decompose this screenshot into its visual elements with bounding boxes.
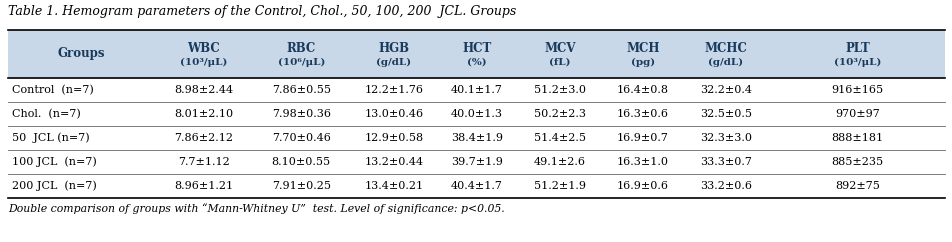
Text: 7.98±0.36: 7.98±0.36 [271, 109, 330, 119]
Text: 40.0±1.3: 40.0±1.3 [450, 109, 503, 119]
Text: (10⁶/μL): (10⁶/μL) [277, 57, 325, 67]
Text: WBC: WBC [188, 41, 220, 54]
Text: 38.4±1.9: 38.4±1.9 [450, 133, 503, 143]
Text: 32.5±0.5: 32.5±0.5 [699, 109, 751, 119]
Text: 970±97: 970±97 [834, 109, 879, 119]
Text: 7.86±2.12: 7.86±2.12 [174, 133, 233, 143]
Text: 13.0±0.46: 13.0±0.46 [364, 109, 423, 119]
Text: (%): (%) [466, 58, 486, 67]
Text: 888±181: 888±181 [830, 133, 883, 143]
Text: 49.1±2.6: 49.1±2.6 [533, 157, 585, 167]
Text: (g/dL): (g/dL) [376, 57, 411, 67]
Text: 51.2±1.9: 51.2±1.9 [533, 181, 585, 191]
Text: Chol.  (n=7): Chol. (n=7) [12, 109, 81, 119]
Text: 100 JCL  (n=7): 100 JCL (n=7) [12, 157, 97, 167]
Text: 40.1±1.7: 40.1±1.7 [450, 85, 503, 95]
Text: 7.86±0.55: 7.86±0.55 [271, 85, 330, 95]
Text: 200 JCL  (n=7): 200 JCL (n=7) [12, 181, 97, 191]
Text: 33.2±0.6: 33.2±0.6 [699, 181, 751, 191]
Text: 885±235: 885±235 [830, 157, 883, 167]
Text: 7.91±0.25: 7.91±0.25 [271, 181, 330, 191]
Text: Double comparison of groups with “Mann-Whitney U”  test. Level of significance: : Double comparison of groups with “Mann-W… [8, 203, 505, 214]
Text: MCH: MCH [625, 41, 659, 54]
Text: 50  JCL (n=7): 50 JCL (n=7) [12, 133, 89, 143]
Text: MCHC: MCHC [704, 41, 746, 54]
Text: 50.2±2.3: 50.2±2.3 [533, 109, 585, 119]
Text: (10³/μL): (10³/μL) [833, 57, 881, 67]
Text: 32.2±0.4: 32.2±0.4 [699, 85, 751, 95]
Text: 8.96±1.21: 8.96±1.21 [174, 181, 233, 191]
Text: 16.3±1.0: 16.3±1.0 [616, 157, 668, 167]
Text: 16.9±0.6: 16.9±0.6 [616, 181, 668, 191]
Text: 916±165: 916±165 [830, 85, 883, 95]
Text: 12.9±0.58: 12.9±0.58 [364, 133, 423, 143]
Text: HGB: HGB [378, 41, 409, 54]
Text: 8.01±2.10: 8.01±2.10 [174, 109, 233, 119]
Text: 16.9±0.7: 16.9±0.7 [616, 133, 668, 143]
Text: 7.70±0.46: 7.70±0.46 [271, 133, 330, 143]
Text: 16.3±0.6: 16.3±0.6 [616, 109, 668, 119]
Text: 12.2±1.76: 12.2±1.76 [365, 85, 423, 95]
Text: 8.10±0.55: 8.10±0.55 [271, 157, 330, 167]
Text: 13.2±0.44: 13.2±0.44 [364, 157, 423, 167]
Bar [8, 30, 944, 78]
Text: 51.4±2.5: 51.4±2.5 [533, 133, 585, 143]
Text: HCT: HCT [462, 41, 491, 54]
Text: Table 1. Hemogram parameters of the Control, Chol., 50, 100, 200  JCL. Groups: Table 1. Hemogram parameters of the Cont… [8, 5, 516, 18]
Text: 51.2±3.0: 51.2±3.0 [533, 85, 585, 95]
Text: 13.4±0.21: 13.4±0.21 [364, 181, 423, 191]
Text: (g/dL): (g/dL) [707, 57, 743, 67]
Text: 33.3±0.7: 33.3±0.7 [699, 157, 751, 167]
Text: 16.4±0.8: 16.4±0.8 [616, 85, 668, 95]
Text: (pg): (pg) [630, 57, 654, 67]
Text: MCV: MCV [544, 41, 575, 54]
Text: 8.98±2.44: 8.98±2.44 [174, 85, 233, 95]
Text: 32.3±3.0: 32.3±3.0 [699, 133, 751, 143]
Text: 40.4±1.7: 40.4±1.7 [450, 181, 503, 191]
Text: 892±75: 892±75 [834, 181, 879, 191]
Text: 39.7±1.9: 39.7±1.9 [450, 157, 503, 167]
Text: Groups: Groups [58, 47, 105, 60]
Text: Control  (n=7): Control (n=7) [12, 85, 93, 95]
Text: (fL): (fL) [548, 58, 570, 67]
Text: (10³/μL): (10³/μL) [180, 57, 228, 67]
Text: PLT: PLT [844, 41, 869, 54]
Text: 7.7±1.12: 7.7±1.12 [178, 157, 229, 167]
Text: RBC: RBC [287, 41, 315, 54]
